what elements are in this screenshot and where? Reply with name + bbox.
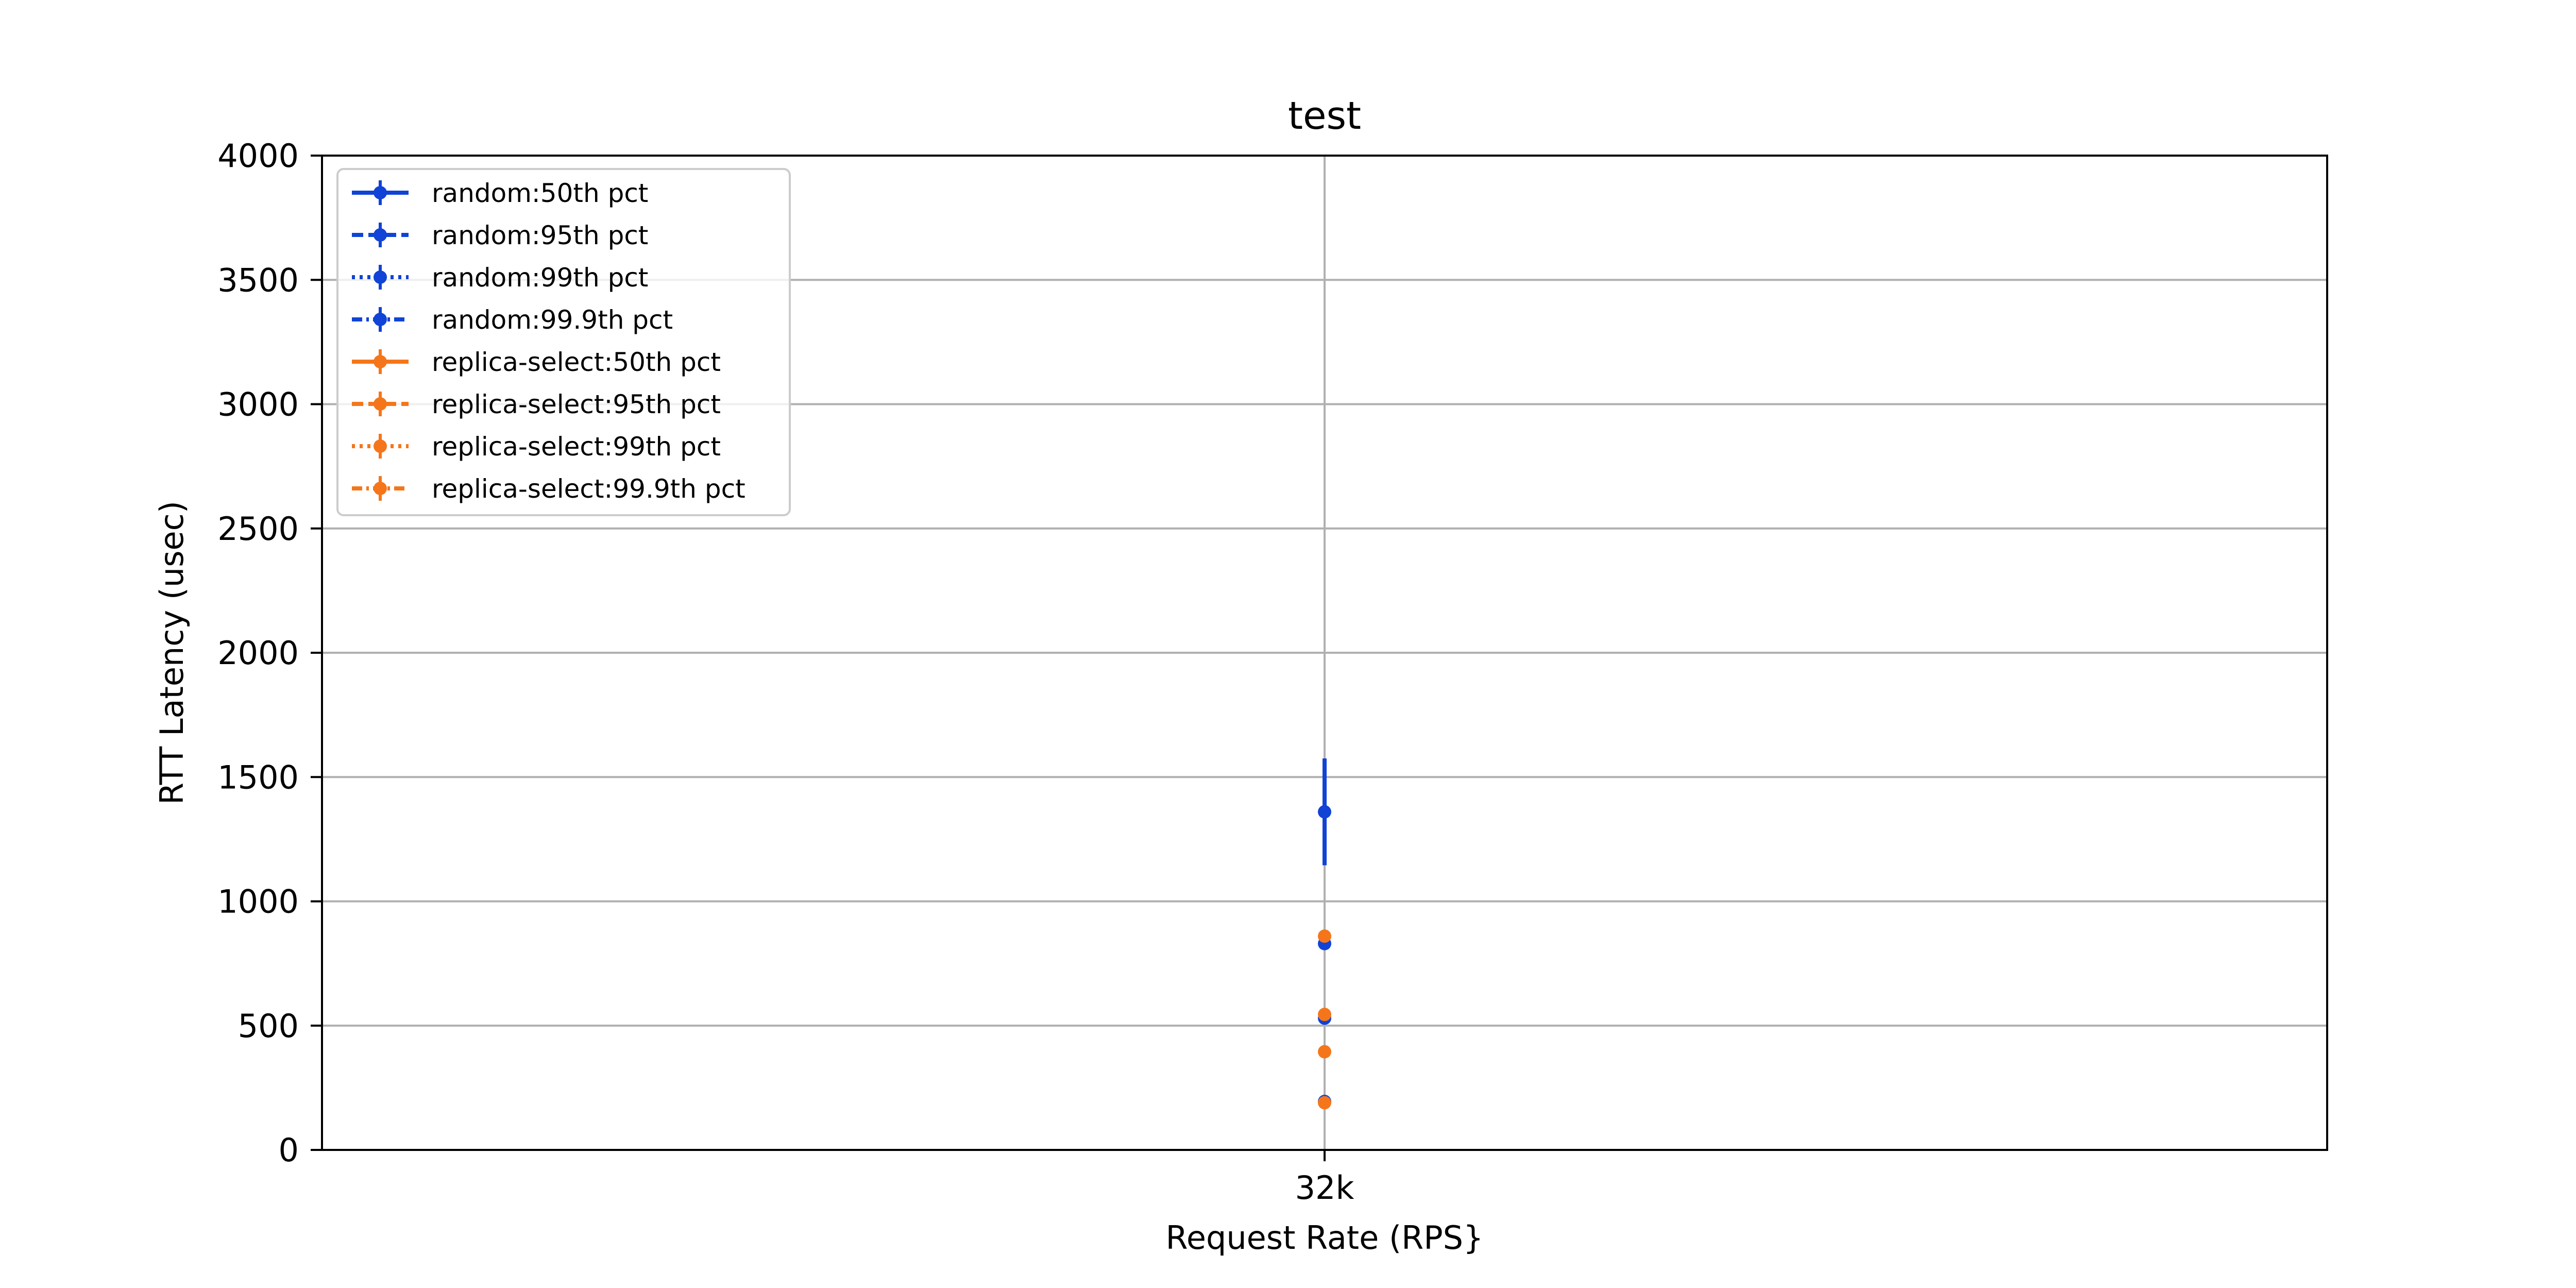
legend-marker xyxy=(374,355,387,368)
legend-marker xyxy=(374,186,387,199)
y-tick-label: 1500 xyxy=(217,758,299,796)
legend-marker xyxy=(374,228,387,242)
y-tick-label: 500 xyxy=(238,1007,299,1045)
x-tick-label: 32k xyxy=(1295,1169,1354,1207)
legend-marker xyxy=(374,482,387,495)
y-tick-label: 2500 xyxy=(217,510,299,548)
y-tick-label: 3500 xyxy=(217,261,299,299)
chart-title: test xyxy=(1288,94,1361,138)
data-point xyxy=(1318,929,1331,943)
y-axis: 0 500 1000 1500 2000 2500 3000 3500 4000 xyxy=(217,137,322,1169)
data-point xyxy=(1318,1045,1331,1059)
legend-marker xyxy=(374,313,387,326)
y-tick-label: 2000 xyxy=(217,634,299,672)
y-axis-label: RTT Latency (usec) xyxy=(153,501,191,805)
y-tick-label: 1000 xyxy=(217,883,299,921)
legend-label: random:95th pct xyxy=(432,221,648,250)
y-tick-label: 3000 xyxy=(217,386,299,423)
y-tick-label: 4000 xyxy=(217,137,299,175)
legend-label: replica-select:99th pct xyxy=(432,432,721,462)
data-point xyxy=(1318,805,1331,819)
x-axis: 32k xyxy=(1295,1150,1354,1207)
data-point xyxy=(1318,1008,1331,1022)
x-axis-label: Request Rate (RPS} xyxy=(1166,1219,1484,1257)
data-marks xyxy=(1318,758,1331,1110)
legend-label: replica-select:95th pct xyxy=(432,389,721,419)
legend-frame xyxy=(336,168,791,516)
legend-label: random:50th pct xyxy=(432,178,648,208)
legend: random:50th pct random:95th pct random:99t… xyxy=(336,168,791,516)
y-tick-label: 0 xyxy=(279,1131,299,1169)
legend-label: replica-select:99.9th pct xyxy=(432,474,745,504)
legend-label: random:99.9th pct xyxy=(432,305,673,335)
data-point xyxy=(1318,1096,1331,1110)
legend-marker xyxy=(374,270,387,284)
legend-label: random:99th pct xyxy=(432,263,648,293)
legend-marker xyxy=(374,397,387,411)
legend-marker xyxy=(374,439,387,453)
legend-label: replica-select:50th pct xyxy=(432,347,721,377)
